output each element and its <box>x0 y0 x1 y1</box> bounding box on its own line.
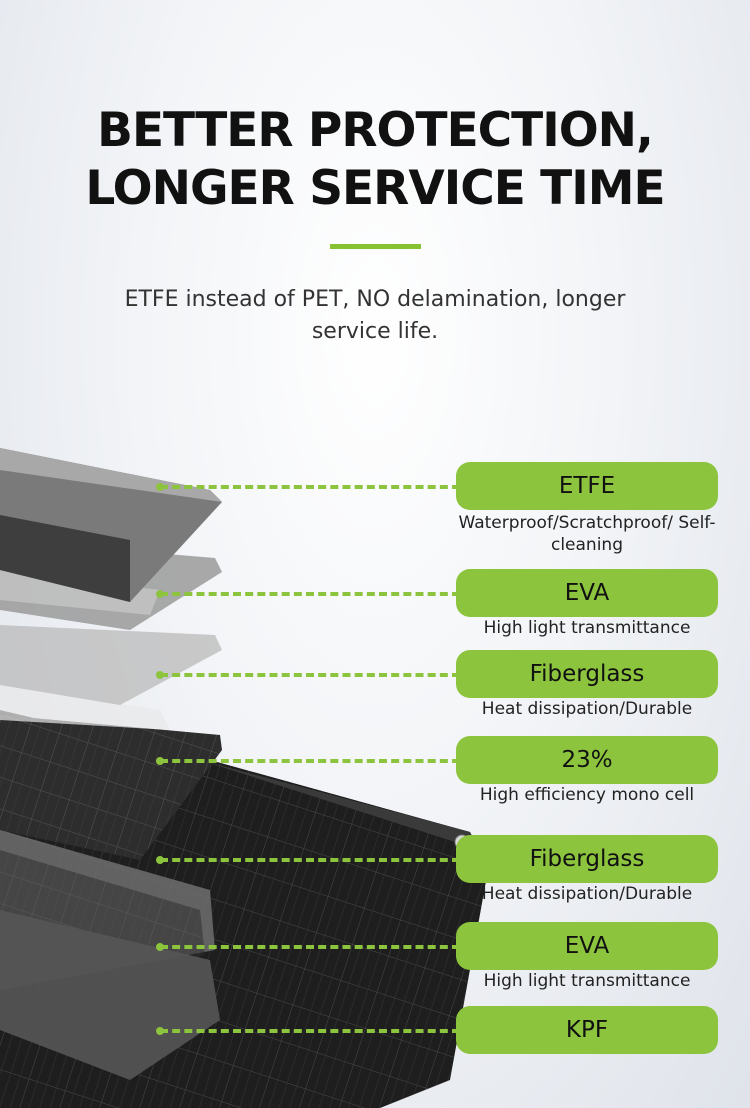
leader-line <box>160 759 460 763</box>
leader-line <box>160 858 460 862</box>
leader-line <box>160 945 460 949</box>
accent-divider <box>330 244 421 249</box>
layer-label-pill: KPF <box>456 1006 718 1054</box>
eva-lower-layer <box>0 910 220 1080</box>
leader-line <box>160 1029 460 1033</box>
layer-label-pill: 23% <box>456 736 718 784</box>
headline-line-2: LONGER SERVICE TIME <box>85 161 665 216</box>
layer-description: High light transmittance <box>483 618 691 638</box>
layer-description: High light transmittance <box>483 971 691 991</box>
layer-label-pill: EVA <box>456 569 718 617</box>
layer-label-pill: EVA <box>456 922 718 970</box>
layer-label-pill: Fiberglass <box>456 650 718 698</box>
layer-label-pill: ETFE <box>456 462 718 510</box>
cell-layer <box>0 715 222 860</box>
headline-line-1: BETTER PROTECTION, <box>97 103 654 158</box>
leader-line <box>160 673 460 677</box>
leader-line <box>160 592 460 596</box>
subtitle: ETFE instead of PET, NO delamination, lo… <box>124 287 626 344</box>
layer-description: Waterproof/Scratchproof/ Self-cleaning <box>458 513 716 555</box>
layer-description: Heat dissipation/Durable <box>481 884 693 904</box>
solar-panel-layers-illustration <box>0 448 488 1108</box>
layer-description: Heat dissipation/Durable <box>481 699 693 719</box>
layer-label-pill: Fiberglass <box>456 835 718 883</box>
fiberglass-upper-layer <box>0 625 222 705</box>
leader-line <box>160 485 460 489</box>
layer-description: High efficiency mono cell <box>479 785 695 805</box>
headline: BETTER PROTECTION, LONGER SERVICE TIME <box>0 102 750 218</box>
